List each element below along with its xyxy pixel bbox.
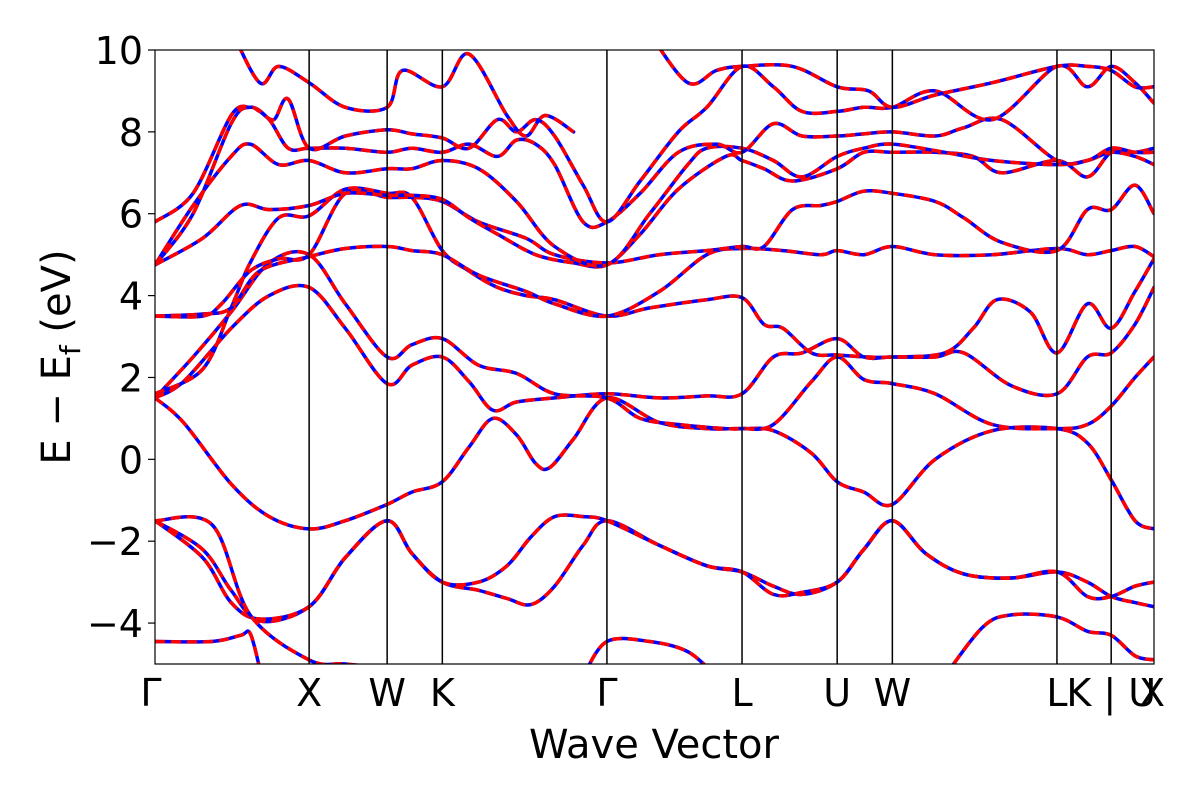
band-line-overlay-7	[155, 186, 1154, 396]
x-tick-label-0: Γ	[140, 671, 161, 715]
y-tick-label-4: 2	[119, 356, 143, 400]
band-line-overlay-13	[155, 63, 1154, 224]
bands-layer	[155, 50, 1154, 664]
y-tick-label-7: −4	[87, 602, 143, 646]
x-axis-label: Wave Vector	[529, 722, 780, 768]
band-line-base-14	[238, 50, 576, 138]
y-tick-label-6: −2	[87, 520, 143, 564]
x-tick-label-8: L	[1046, 671, 1067, 715]
x-tick-label-5: L	[731, 671, 752, 715]
band-line-base-2	[155, 513, 1154, 621]
x-tick-label-7: W	[874, 671, 912, 715]
y-tick-label-3: 4	[119, 275, 143, 319]
x-tick-label-4: Γ	[596, 671, 617, 715]
band-line-base-6	[155, 249, 1154, 432]
band-line-base-5	[155, 283, 1154, 413]
band-line-overlay-15	[658, 50, 1154, 110]
band-line-overlay-1	[155, 518, 1154, 624]
x-tick-label-2: W	[368, 671, 406, 715]
y-tick-label-1: 8	[119, 111, 143, 155]
band-line-overlay-17	[951, 612, 1154, 664]
y-tick-label-0: 10	[95, 29, 143, 73]
y-axis-ticks: 10 8 6 4 2 0 −2 −4	[87, 29, 155, 646]
band-line-base-4	[155, 396, 1154, 531]
band-line-overlay-3	[155, 515, 363, 664]
band-line-base-15	[658, 50, 1154, 110]
x-tick-label-1: X	[296, 671, 322, 715]
high-symmetry-lines	[308, 50, 1112, 664]
y-tick-label-2: 6	[119, 193, 143, 237]
y-axis-label: E − Ef (eV)	[34, 249, 87, 464]
plot-frame	[154, 49, 1155, 665]
band-line-overlay-16	[587, 636, 707, 664]
x-tick-label-9: K | U	[1066, 671, 1156, 716]
x-tick-label-6: U	[823, 671, 851, 715]
band-line-overlay-14	[238, 50, 575, 138]
band-line-overlay-6	[155, 249, 1154, 432]
band-line-overlay-10	[155, 146, 1154, 269]
y-axis-label-subscript: f	[54, 344, 87, 355]
y-tick-label-5: 0	[119, 438, 143, 482]
band-line-base-12	[155, 105, 1154, 267]
x-axis-ticks: Γ X W K Γ L U W LK | UX	[140, 671, 1165, 716]
y-axis-label-unit: (eV)	[34, 249, 80, 345]
band-line-overlay-0	[155, 629, 261, 664]
x-tick-label-10: X	[1139, 671, 1165, 715]
band-line-overlay-12	[155, 105, 1154, 266]
band-line-base-13	[155, 63, 1154, 224]
band-line-overlay-11	[155, 142, 1154, 268]
band-line-overlay-2	[155, 513, 1154, 621]
y-axis-label-main: E − E	[34, 355, 80, 465]
band-line-base-1	[155, 518, 1154, 624]
band-line-base-0	[155, 629, 261, 664]
x-tick-label-3: K	[430, 671, 456, 715]
band-line-overlay-4	[155, 396, 1154, 531]
band-line-overlay-5	[155, 283, 1154, 413]
